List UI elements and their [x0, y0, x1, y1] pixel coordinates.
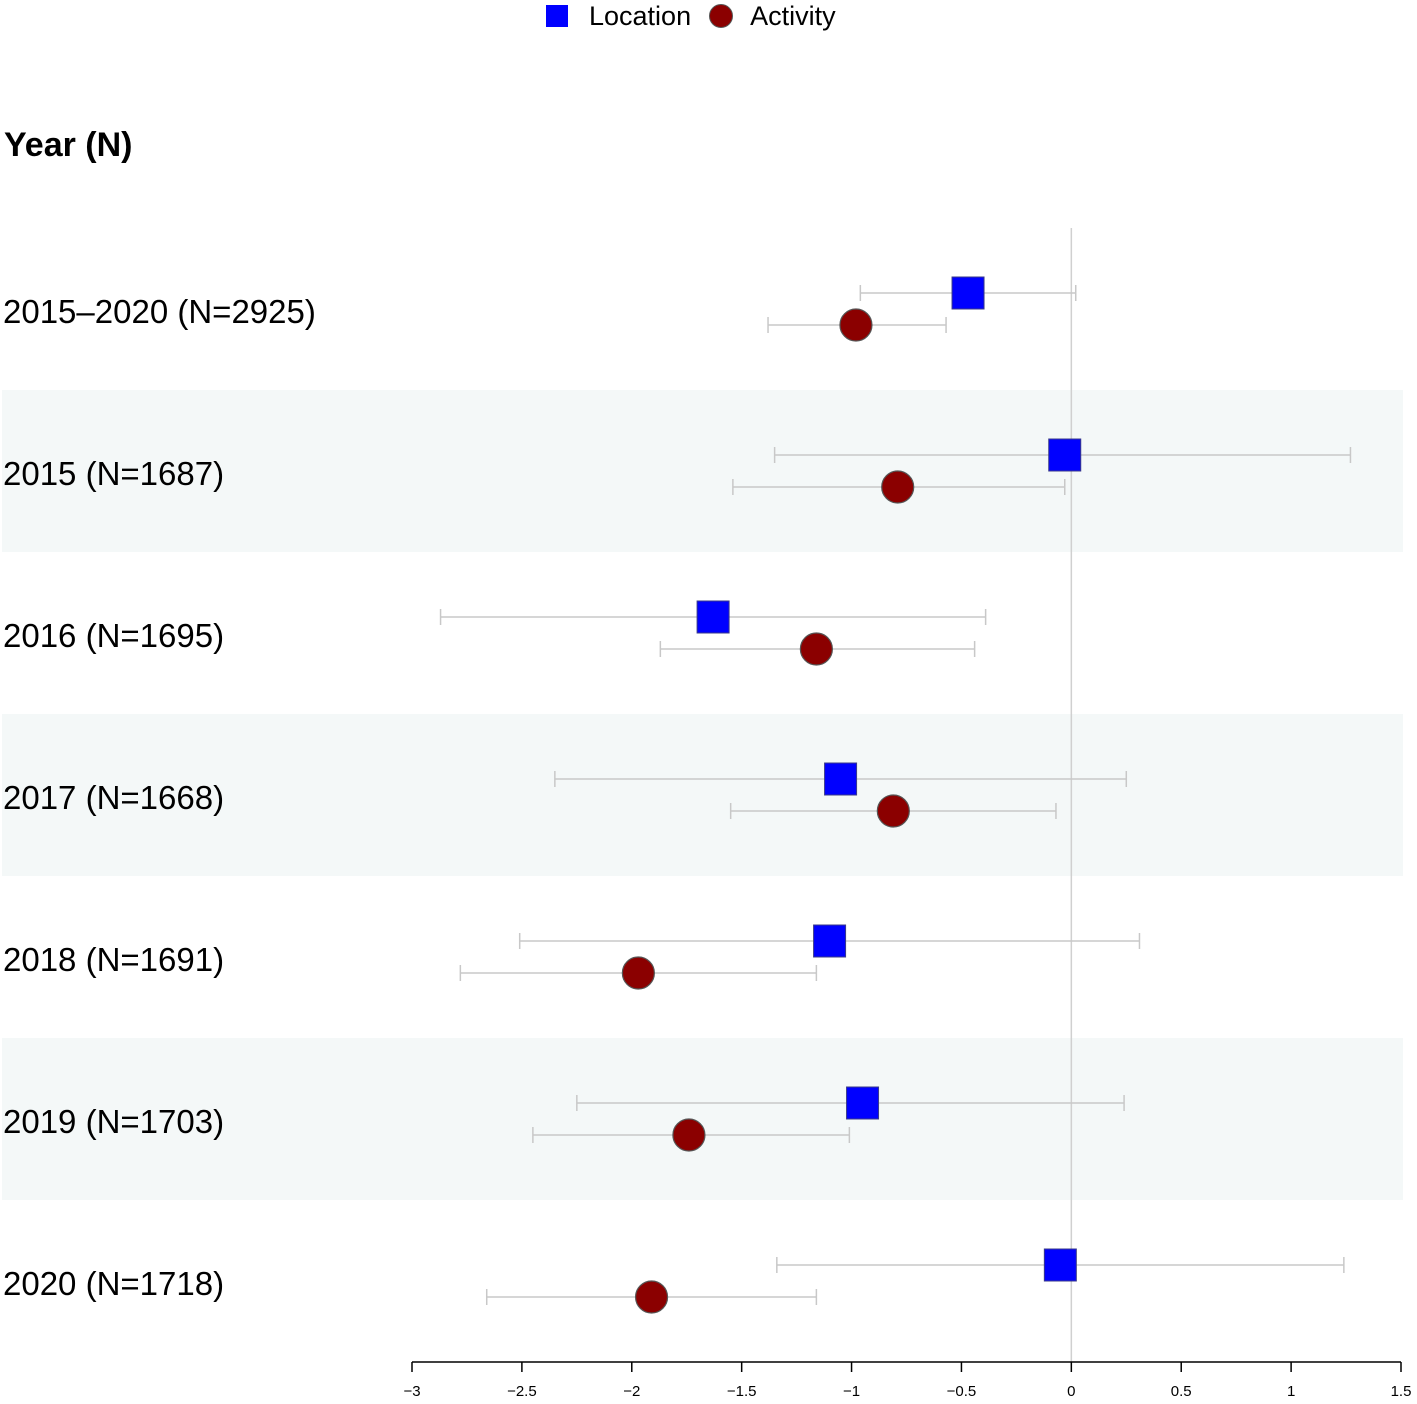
location-marker — [824, 762, 858, 796]
row-label: 2015–2020 (N=2925) — [3, 293, 316, 330]
location-marker — [1043, 1248, 1077, 1282]
x-tick-label: 0 — [1067, 1383, 1075, 1400]
legend-activity-circle-icon — [709, 4, 734, 28]
location-marker — [846, 1086, 880, 1120]
row-band — [2, 390, 1403, 552]
location-marker — [813, 924, 847, 958]
row-band — [2, 714, 1403, 876]
x-tick-label: −0.5 — [947, 1383, 977, 1400]
row-label: 2016 (N=1695) — [3, 617, 224, 654]
legend-activity-label: Activity — [750, 0, 836, 31]
legend-item-location: Location — [546, 1, 691, 32]
x-tick-label: 0.5 — [1171, 1383, 1192, 1400]
activity-marker — [876, 794, 910, 828]
row-band — [2, 1038, 1403, 1200]
legend-location-label: Location — [589, 0, 692, 31]
activity-marker — [634, 1280, 669, 1314]
row-label: 2020 (N=1718) — [3, 1265, 224, 1302]
row-label: 2019 (N=1703) — [3, 1103, 224, 1140]
activity-marker — [799, 632, 833, 666]
x-tick-label: −2 — [623, 1383, 640, 1400]
year-column-header: Year (N) — [4, 126, 133, 164]
x-tick-label: −1 — [843, 1383, 860, 1400]
x-tick-label: −3 — [403, 1383, 420, 1400]
legend: Location Activity — [546, 0, 854, 32]
activity-marker — [672, 1118, 706, 1152]
activity-marker — [881, 470, 915, 504]
legend-item-activity: Activity — [709, 1, 836, 32]
legend-location-square-icon — [546, 5, 568, 27]
x-tick-label: −1.5 — [727, 1383, 757, 1400]
activity-marker — [839, 308, 873, 342]
row-label: 2018 (N=1691) — [3, 941, 224, 978]
x-tick-label: −2.5 — [507, 1383, 537, 1400]
x-tick-label: 1 — [1287, 1383, 1295, 1400]
location-marker — [696, 600, 730, 634]
x-tick-label: 1.5 — [1391, 1383, 1412, 1400]
activity-marker — [621, 956, 655, 990]
row-label: 2017 (N=1668) — [3, 779, 224, 816]
location-marker — [1048, 438, 1082, 472]
location-marker — [951, 276, 985, 310]
row-label: 2015 (N=1687) — [3, 455, 224, 492]
